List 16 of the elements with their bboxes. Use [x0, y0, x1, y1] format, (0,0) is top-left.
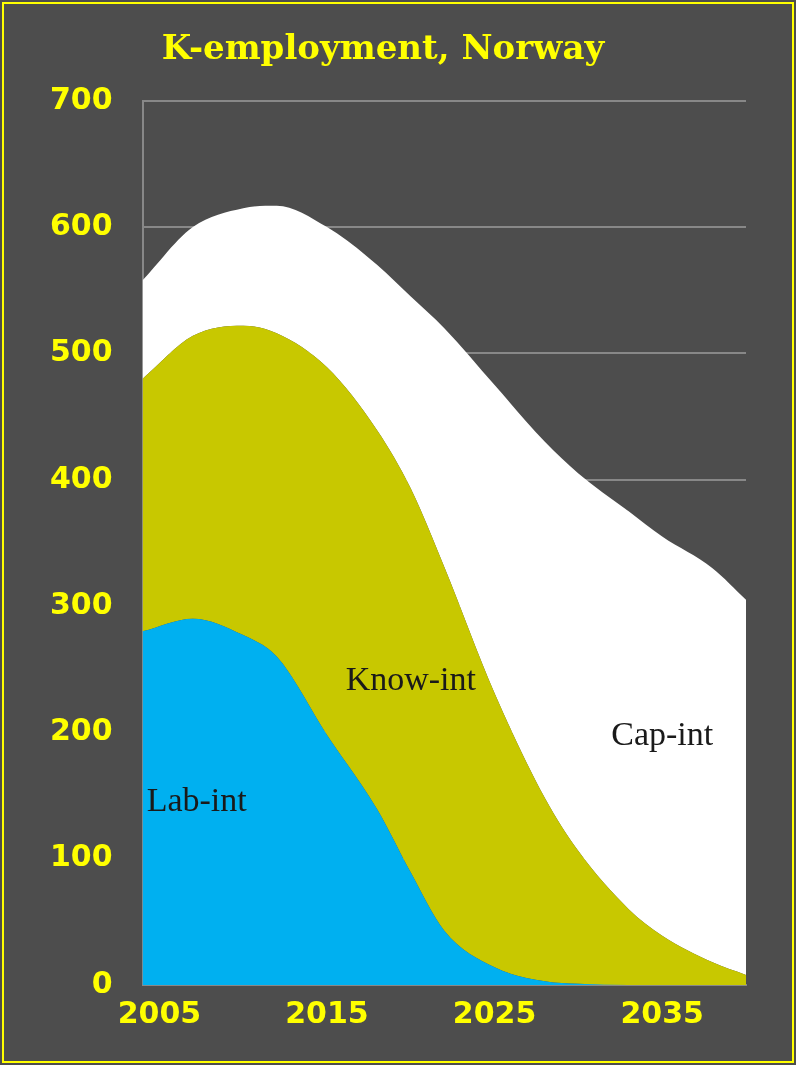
- series-label: Cap-int: [611, 715, 714, 753]
- y-tick-label: 200: [50, 712, 113, 748]
- series-label: Know-int: [345, 659, 477, 697]
- x-tick-label: 2005: [117, 994, 202, 1030]
- y-tick-label: 700: [50, 80, 113, 116]
- x-tick-label: 2025: [452, 994, 537, 1030]
- x-tick-label: 2015: [285, 994, 369, 1030]
- y-tick-label: 0: [91, 964, 113, 1000]
- chart-title: K-employment, Norway: [161, 27, 606, 68]
- y-tick-label: 500: [50, 333, 113, 369]
- series-label: Lab-int: [146, 780, 248, 818]
- y-tick-label: 300: [50, 585, 113, 621]
- y-tick-label: 600: [50, 206, 113, 242]
- y-tick-label: 400: [50, 459, 113, 495]
- y-tick-label: 100: [50, 838, 113, 874]
- x-tick-label: 2035: [620, 994, 704, 1030]
